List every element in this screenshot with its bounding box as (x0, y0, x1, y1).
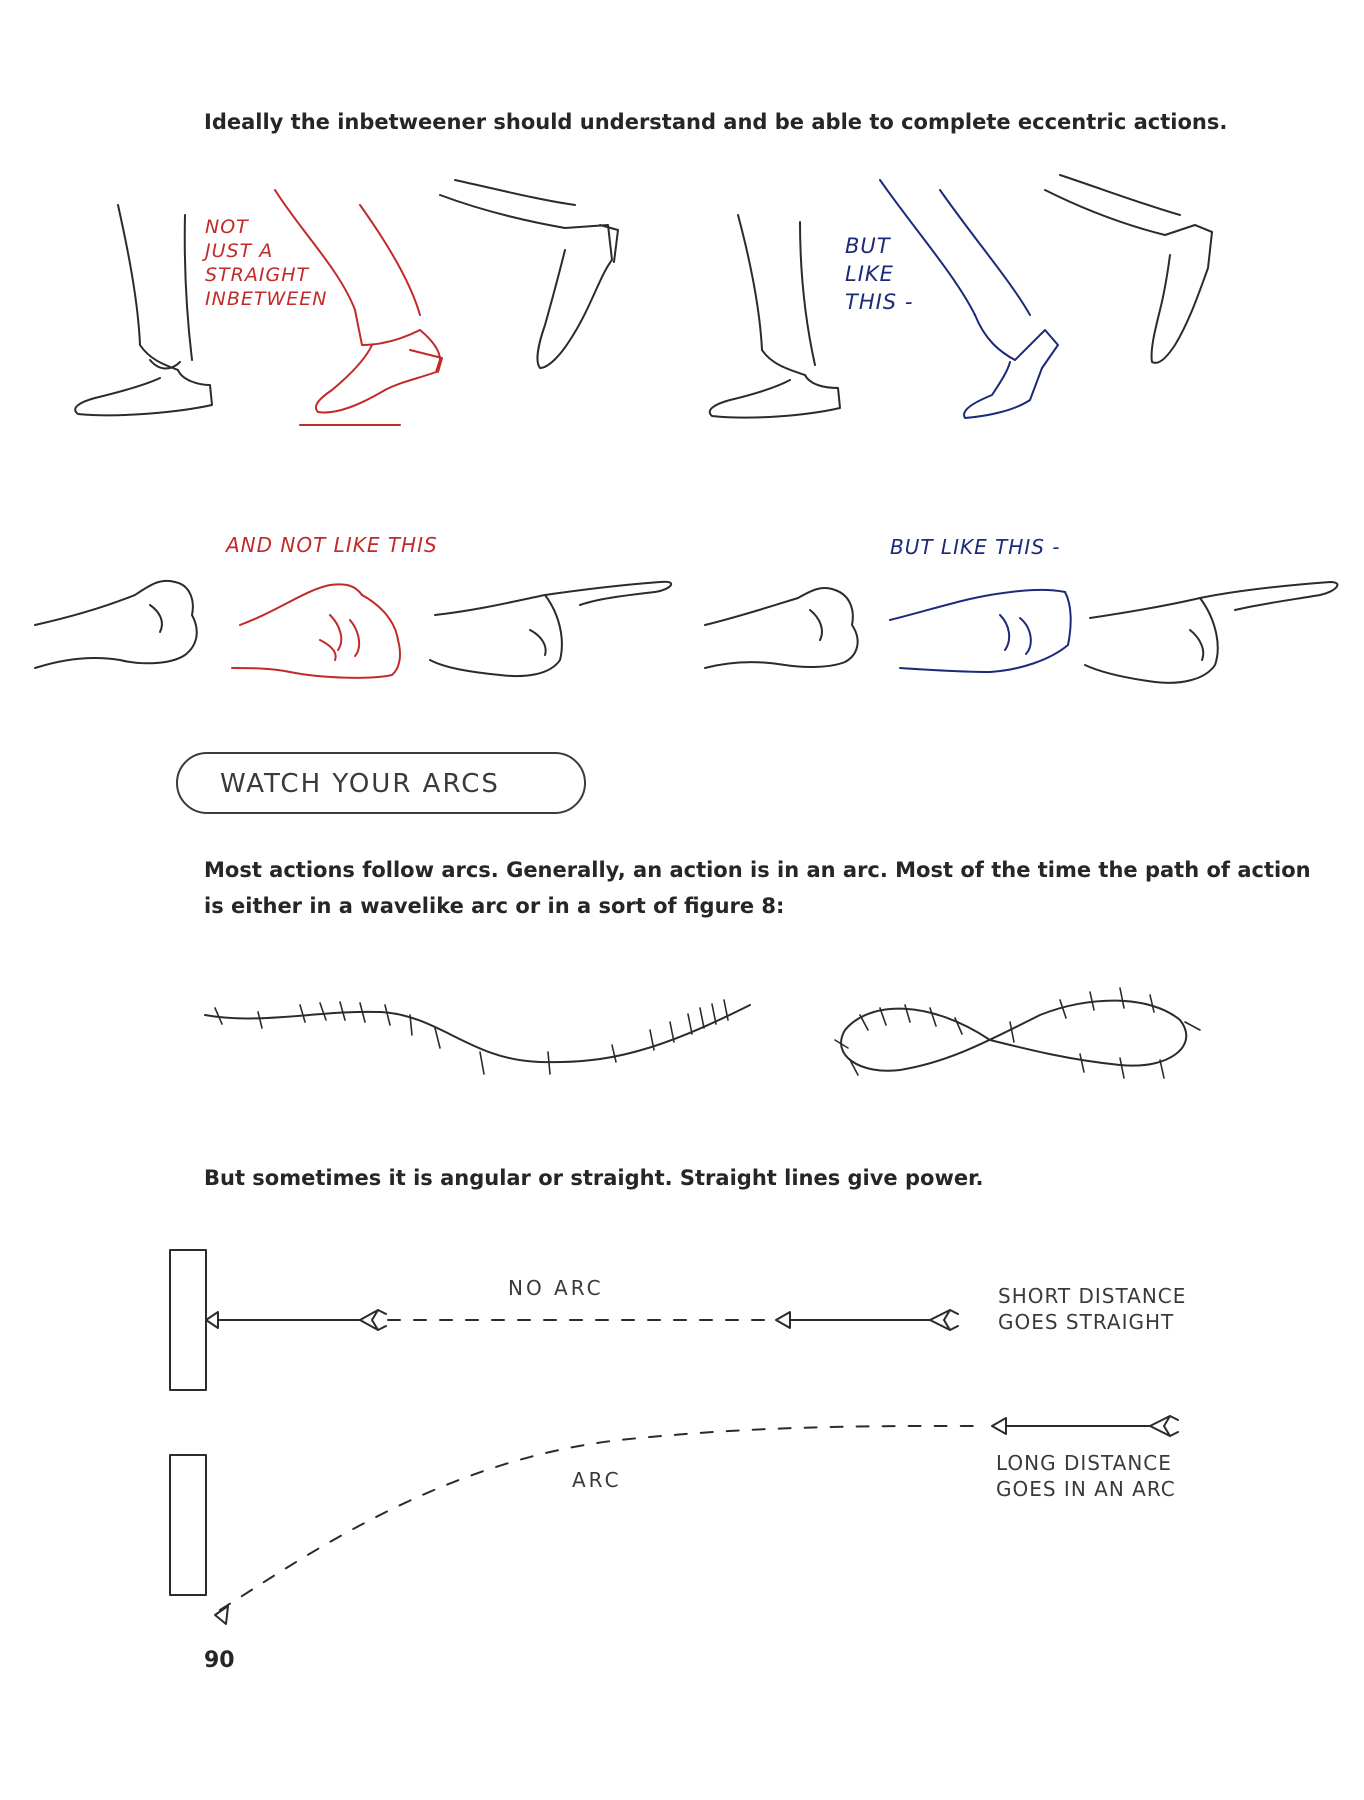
target-board-bottom (169, 1454, 207, 1596)
short-arrow-flying (775, 1309, 959, 1331)
wavelike-arc-ticks (214, 999, 729, 1075)
page-number: 90 (204, 1648, 235, 1673)
straight-paragraph: But sometimes it is angular or straight.… (204, 1166, 984, 1190)
foot-right-blue-inbetween (879, 179, 1059, 419)
arc-arrowhead-landing (214, 1605, 229, 1625)
figure-eight-ticks (834, 987, 1201, 1079)
foot-right-contact (708, 214, 841, 419)
long-distance-label: LONG DISTANCE GOES IN AN ARC (996, 1451, 1176, 1501)
hand-right-fist (704, 587, 859, 669)
hands-illustration (34, 579, 1339, 684)
arcs-paragraph-line-1: Most actions follow arcs. Generally, an … (204, 858, 1311, 882)
no-arc-label: NO ARC (508, 1276, 604, 1300)
hand-blue-fist (889, 588, 1072, 673)
long-arrow-flying (991, 1415, 1179, 1437)
hand-red-fist (231, 583, 401, 679)
figure-eight-arc (840, 999, 1188, 1072)
arc-dashed-path (219, 1424, 986, 1611)
foot-left-contact (74, 204, 213, 417)
hand-left-fist (34, 579, 198, 669)
feet-right-label: BUT LIKE THIS - (845, 234, 914, 314)
straight-vs-arc-diagram (169, 1249, 1179, 1625)
foot-right-lifted (1044, 174, 1213, 364)
arc-label: ARC (572, 1468, 622, 1492)
hands-right-label: BUT LIKE THIS - (890, 535, 1061, 559)
target-board-top (169, 1249, 207, 1391)
feet-illustration (74, 174, 1213, 426)
hand-left-pointing (429, 580, 673, 678)
arc-path-drawings (204, 987, 1201, 1079)
intro-text: Ideally the inbetweener should understan… (204, 110, 1228, 134)
foot-left-red-inbetween (274, 189, 443, 426)
wavelike-arc (204, 1004, 751, 1064)
short-distance-label: SHORT DISTANCE GOES STRAIGHT (998, 1284, 1187, 1334)
arcs-paragraph-line-2: is either in a wavelike arc or in a sort… (204, 894, 785, 918)
short-arrow-stuck (205, 1309, 387, 1331)
feet-wrong-label: NOT JUST A STRAIGHT INBETWEEN (205, 216, 328, 310)
watch-your-arcs-heading: WATCH YOUR ARCS (220, 769, 500, 799)
foot-left-lifted (439, 179, 619, 369)
watch-your-arcs-box: WATCH YOUR ARCS (176, 752, 586, 814)
hands-wrong-label: AND NOT LIKE THIS (226, 533, 438, 557)
hand-right-pointing (1084, 581, 1339, 684)
